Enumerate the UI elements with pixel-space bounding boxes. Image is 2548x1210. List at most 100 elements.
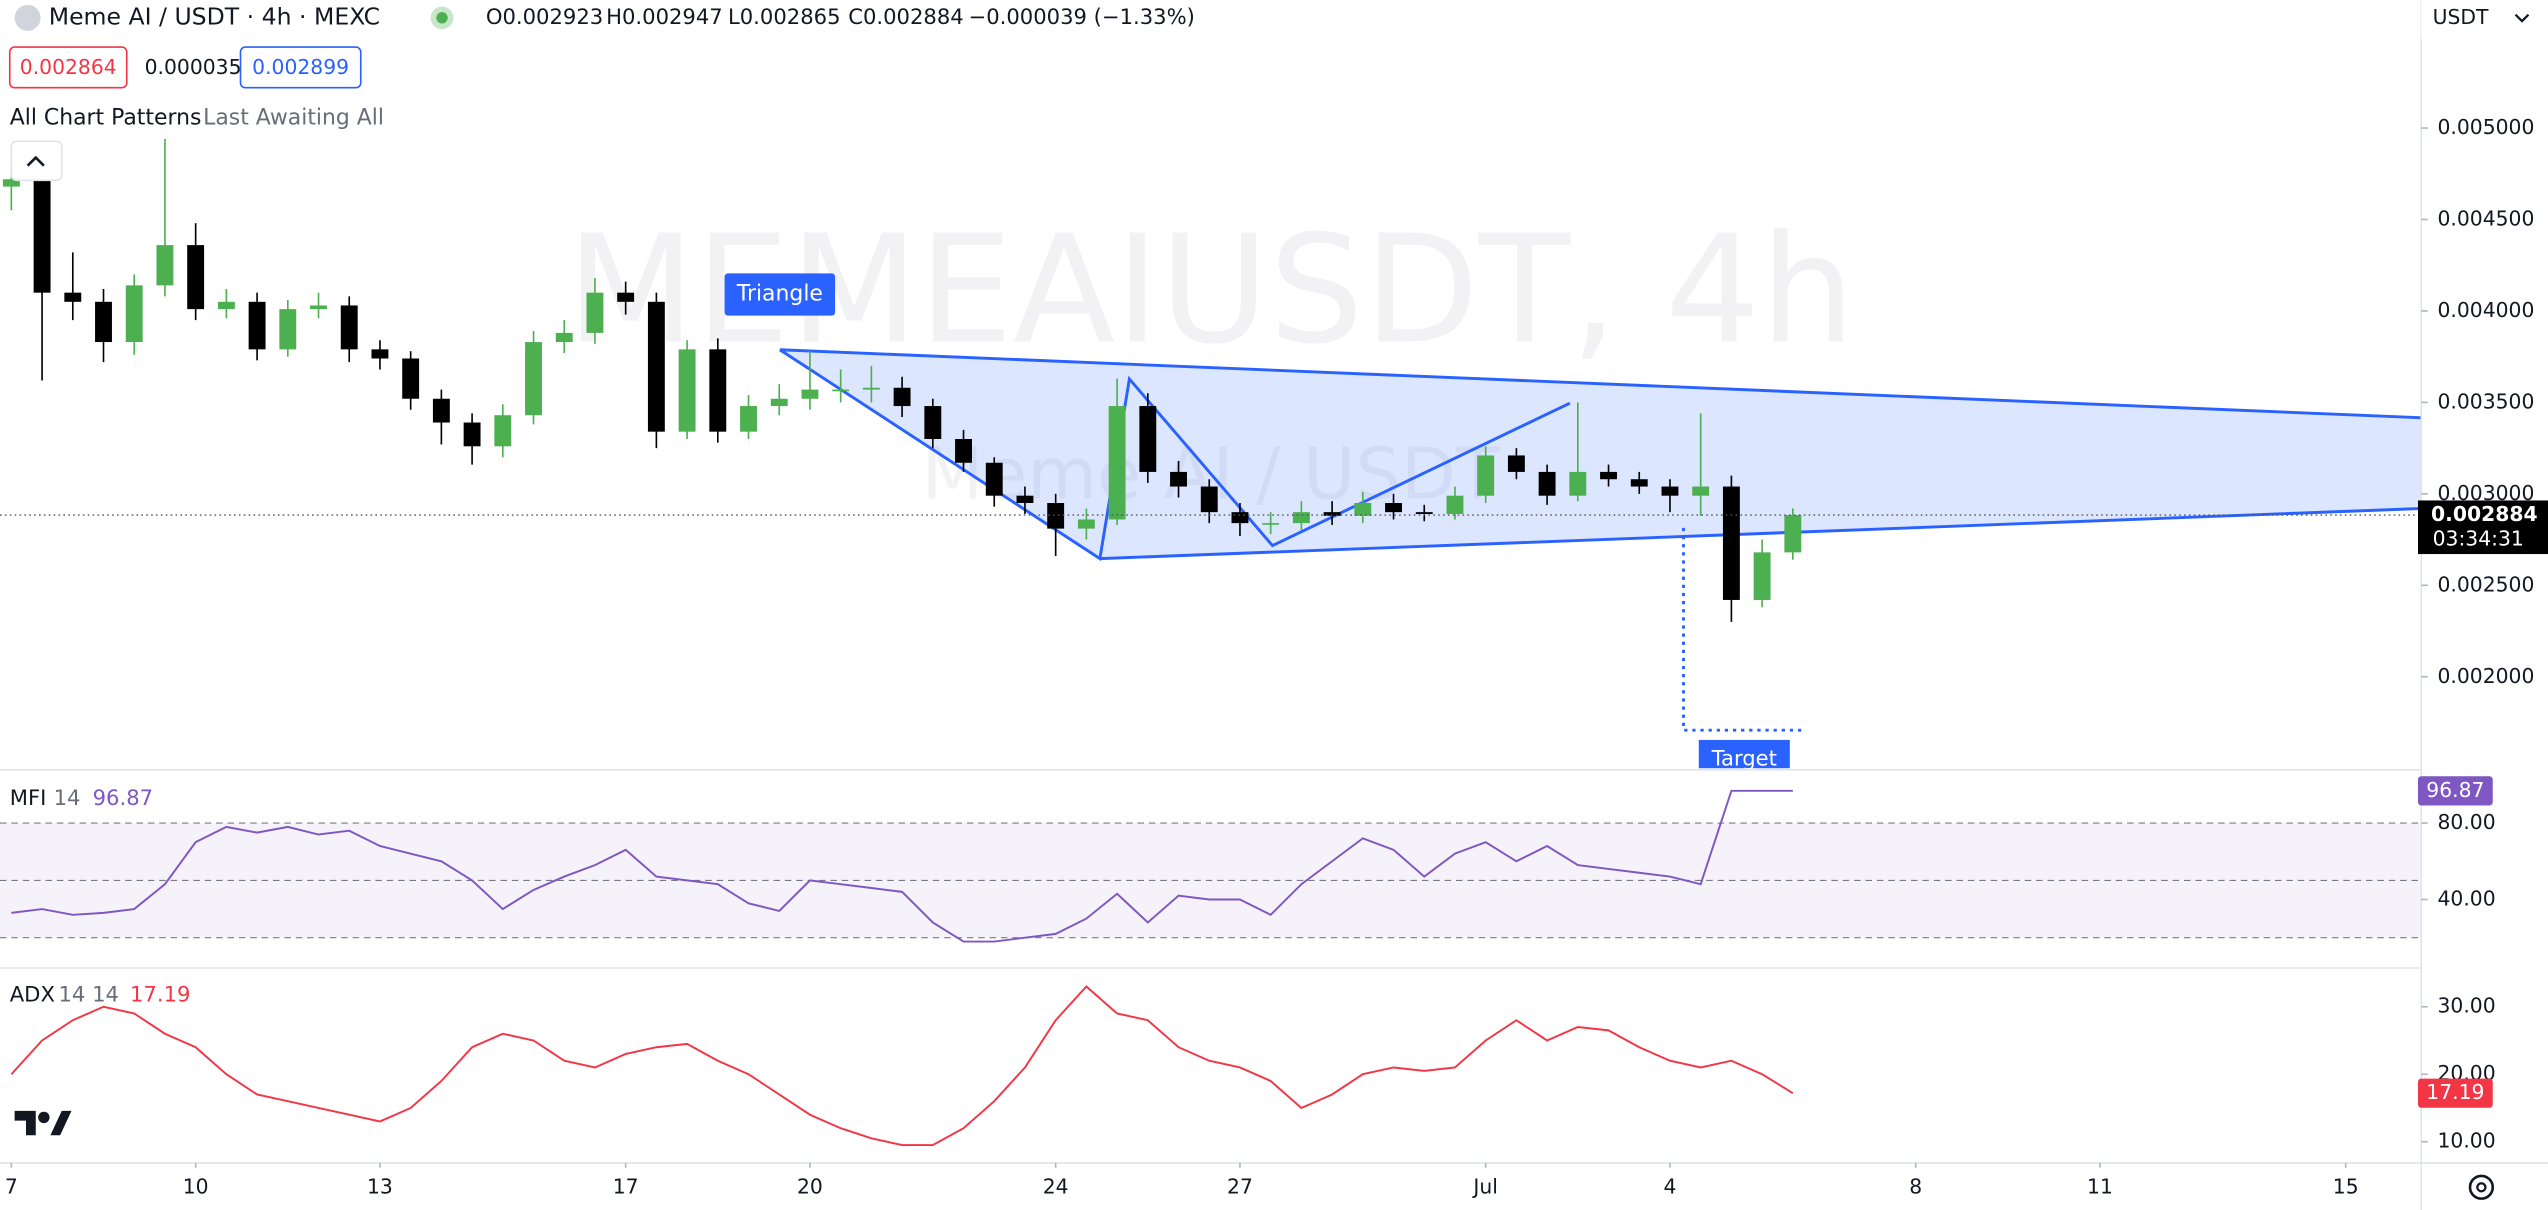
candle-body bbox=[1477, 455, 1495, 496]
ohlc-low: L0.002865 bbox=[728, 4, 841, 29]
candle-body bbox=[64, 292, 82, 302]
ohlc-high: H0.002947 bbox=[606, 4, 723, 29]
symbol-name: Meme AI / USDT · 4h · MEXC bbox=[49, 2, 380, 30]
candle-body bbox=[1753, 552, 1771, 600]
candle-body bbox=[217, 301, 235, 310]
y-tick-label: 10.00 bbox=[2438, 1129, 2496, 1153]
adx-legend-title: ADX bbox=[10, 982, 55, 1007]
candle-body bbox=[1692, 486, 1710, 496]
candle-body bbox=[279, 309, 297, 350]
candle-body bbox=[432, 398, 450, 423]
y-tick-label: 30.00 bbox=[2438, 994, 2496, 1018]
x-tick-label: 8 bbox=[1909, 1174, 1922, 1198]
candle-body bbox=[156, 245, 174, 286]
candle-body bbox=[832, 389, 850, 392]
candle-body bbox=[1538, 471, 1556, 496]
settings-button[interactable] bbox=[2468, 1174, 2495, 1200]
candle-body bbox=[1016, 495, 1034, 504]
mfi-legend-value: 96.87 bbox=[93, 785, 153, 810]
y-tick-label: 0.002500 bbox=[2438, 572, 2535, 596]
candle-body bbox=[1200, 486, 1218, 513]
candle-body bbox=[1047, 503, 1065, 529]
last-price-label: 0.002884 bbox=[2431, 502, 2538, 526]
candle-body bbox=[1108, 406, 1126, 520]
candle-body bbox=[586, 292, 604, 333]
countdown-label: 03:34:31 bbox=[2433, 526, 2524, 550]
candle-body bbox=[1569, 471, 1587, 496]
candle-body bbox=[1722, 486, 1740, 600]
candle-body bbox=[1507, 455, 1525, 472]
collapse-chevron bbox=[26, 155, 45, 167]
plot-layer: Target Triangle bbox=[0, 139, 2422, 1147]
candle-body bbox=[862, 387, 880, 390]
currency-chevron bbox=[2514, 13, 2530, 23]
y-tick-label: 0.005000 bbox=[2438, 115, 2535, 139]
candle-body bbox=[463, 422, 481, 447]
candle-body bbox=[310, 305, 327, 310]
ohlc-open: O0.002923 bbox=[486, 4, 603, 29]
pattern-label: Triangle bbox=[736, 282, 823, 307]
adx-legend-params: 14 14 bbox=[59, 982, 119, 1007]
status-dot bbox=[436, 12, 448, 24]
candle-body bbox=[1446, 495, 1464, 514]
candle-body bbox=[402, 358, 420, 399]
logo-part bbox=[50, 1110, 72, 1136]
x-tick-label: 10 bbox=[183, 1174, 209, 1198]
candle-body bbox=[187, 245, 205, 310]
candle-body bbox=[709, 349, 727, 432]
candle-body bbox=[1661, 486, 1679, 496]
mfi-legend-params: 14 bbox=[54, 785, 81, 810]
candle-body bbox=[740, 406, 757, 432]
adx-legend-value: 17.19 bbox=[130, 982, 190, 1007]
candle-body bbox=[248, 301, 266, 350]
y-tick-label: 0.003500 bbox=[2438, 389, 2535, 413]
ohlc-close: C0.002884 bbox=[848, 4, 963, 29]
candle-body bbox=[1170, 471, 1187, 487]
y-tick-label: 0.002000 bbox=[2438, 664, 2535, 688]
value-box-label: 17.19 bbox=[2426, 1080, 2484, 1104]
candle-body bbox=[1354, 503, 1372, 516]
ask-box[interactable] bbox=[239, 46, 362, 89]
pattern-label-box bbox=[724, 273, 836, 316]
candle-body bbox=[1600, 471, 1617, 480]
pattern-upper-line bbox=[779, 348, 2422, 420]
candle-body bbox=[494, 415, 512, 447]
x-tick-label: 27 bbox=[1227, 1174, 1253, 1198]
patterns-filter: Last Awaiting All bbox=[203, 106, 384, 131]
gear-hub bbox=[2476, 1182, 2487, 1193]
target-path bbox=[1682, 527, 1806, 732]
candle-body bbox=[125, 285, 143, 343]
candle-body bbox=[924, 406, 942, 439]
candle-body bbox=[893, 387, 911, 407]
x-tick-label: Jul bbox=[1471, 1174, 1498, 1198]
bid-box[interactable] bbox=[8, 46, 128, 89]
x-tick-label: 17 bbox=[613, 1174, 639, 1198]
candle-body bbox=[33, 179, 51, 293]
value-box-label: 96.87 bbox=[2426, 778, 2484, 802]
candle-body bbox=[1262, 523, 1280, 525]
brand-logo bbox=[14, 1110, 72, 1136]
candle-body bbox=[371, 349, 389, 359]
currency-label: USDT bbox=[2433, 5, 2489, 29]
candle-body bbox=[678, 349, 696, 432]
axes-layer: 0.002000 0.002500 0.003000 0.003500 0.004000… bbox=[5, 115, 2548, 1198]
indicator-line bbox=[11, 789, 1793, 943]
currency-selector[interactable] bbox=[2421, 0, 2548, 39]
value-box bbox=[2418, 776, 2493, 806]
target-label: Target bbox=[1711, 745, 1777, 770]
logo-part bbox=[14, 1110, 36, 1136]
patterns-title: All Chart Patterns bbox=[10, 106, 202, 131]
candle-body bbox=[617, 292, 635, 302]
candle-body bbox=[1323, 512, 1341, 516]
ask-price: 0.002899 bbox=[252, 55, 349, 79]
collapse-button[interactable] bbox=[10, 140, 63, 182]
x-tick-label: 11 bbox=[2087, 1174, 2113, 1198]
candle-body bbox=[1385, 503, 1402, 513]
logo-part bbox=[38, 1111, 50, 1124]
x-tick-label: 24 bbox=[1043, 1174, 1069, 1198]
x-tick-label: 20 bbox=[797, 1174, 823, 1198]
candle-body bbox=[1139, 406, 1157, 472]
candle-body bbox=[525, 342, 542, 416]
